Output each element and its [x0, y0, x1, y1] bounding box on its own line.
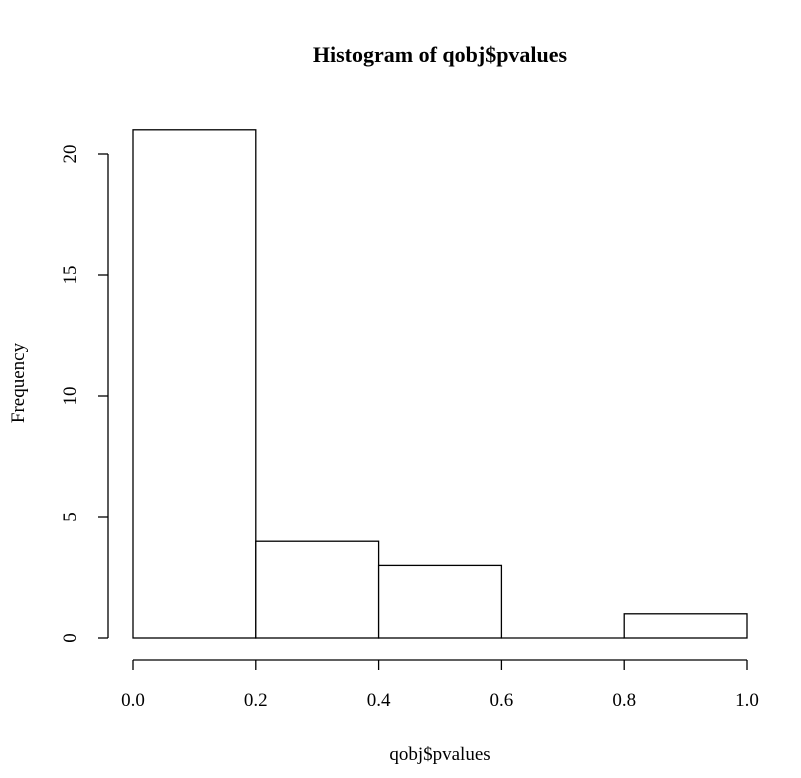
y-tick-label: 0 [60, 633, 81, 643]
x-tick-label: 0.0 [121, 690, 145, 711]
x-tick-label: 0.6 [490, 690, 514, 711]
x-axis-label: qobj$pvalues [389, 744, 490, 765]
x-tick-label: 0.4 [367, 690, 391, 711]
y-tick-label: 10 [60, 387, 81, 406]
histogram-bar-0 [132, 129, 257, 639]
x-tick-label: 0.8 [612, 690, 636, 711]
x-tick-label: 1.0 [735, 690, 759, 711]
chart-title: Histogram of qobj$pvalues [313, 42, 568, 67]
histogram-bar-1 [255, 540, 380, 639]
histogram-bar-2 [377, 564, 503, 639]
y-tick-label: 15 [60, 266, 81, 285]
x-axis: 0.0 0.2 0.4 0.6 0.8 1.0 [121, 659, 759, 711]
x-tick-label: 0.2 [244, 690, 268, 711]
bars-group [132, 129, 748, 639]
y-tick-label: 20 [60, 145, 81, 164]
histogram-bar-4 [623, 613, 748, 639]
y-tick-label: 5 [60, 512, 81, 522]
y-axis-label: Frequency [8, 342, 29, 423]
y-axis: 0 5 10 15 20 [60, 145, 109, 643]
